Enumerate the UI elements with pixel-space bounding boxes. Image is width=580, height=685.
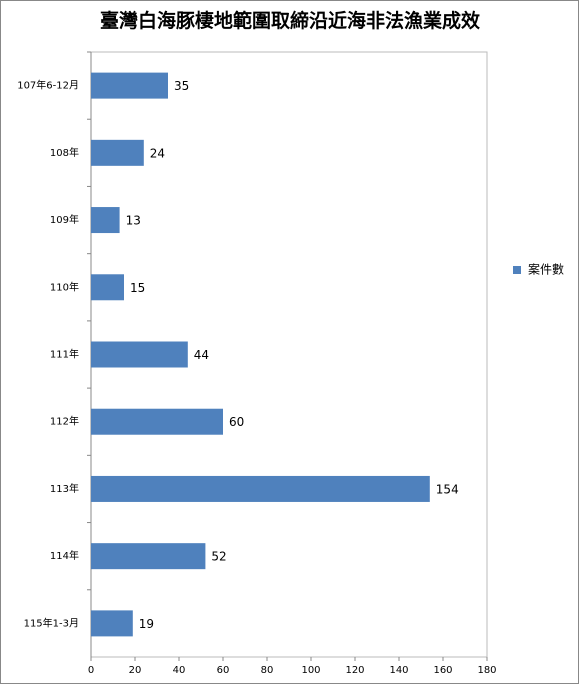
x-tick-label: 140 — [389, 665, 408, 676]
data-label: 24 — [150, 146, 165, 160]
y-tick-label: 112年 — [50, 415, 79, 428]
bar — [91, 475, 430, 502]
bar — [91, 139, 144, 166]
y-tick-label: 107年6-12月 — [17, 79, 79, 92]
y-tick-label: 114年 — [50, 549, 79, 562]
x-tick-label: 20 — [129, 665, 142, 676]
data-label: 15 — [130, 281, 145, 295]
data-label: 19 — [139, 617, 154, 631]
bar — [91, 543, 206, 570]
y-tick-label: 111年 — [50, 348, 79, 361]
x-tick-label: 100 — [301, 665, 320, 676]
y-tick-label: 108年 — [50, 146, 79, 159]
data-label: 60 — [229, 415, 244, 429]
bar — [91, 341, 188, 368]
bar — [91, 610, 133, 637]
legend-label: 案件數 — [528, 262, 564, 277]
x-tick-label: 160 — [433, 665, 452, 676]
data-label: 52 — [211, 550, 226, 564]
bar — [91, 207, 120, 234]
x-tick-label: 180 — [477, 665, 496, 676]
x-tick-label: 80 — [261, 665, 274, 676]
x-tick-label: 40 — [173, 665, 186, 676]
y-tick-label: 115年1-3月 — [24, 616, 79, 629]
data-label: 13 — [126, 214, 141, 228]
data-label: 35 — [174, 79, 189, 93]
y-tick-label: 109年 — [50, 213, 79, 226]
x-tick-label: 0 — [88, 665, 94, 676]
bar — [91, 274, 124, 301]
x-tick-label: 120 — [345, 665, 364, 676]
bar — [91, 72, 168, 99]
data-label: 154 — [436, 482, 459, 496]
x-tick-label: 60 — [217, 665, 230, 676]
bar — [91, 408, 223, 435]
chart-title: 臺灣白海豚棲地範圍取締沿近海非法漁業成效 — [100, 9, 480, 32]
y-tick-label: 110年 — [50, 280, 79, 293]
y-tick-label: 113年 — [50, 482, 79, 495]
data-label: 44 — [194, 348, 209, 362]
legend-swatch — [513, 266, 521, 274]
